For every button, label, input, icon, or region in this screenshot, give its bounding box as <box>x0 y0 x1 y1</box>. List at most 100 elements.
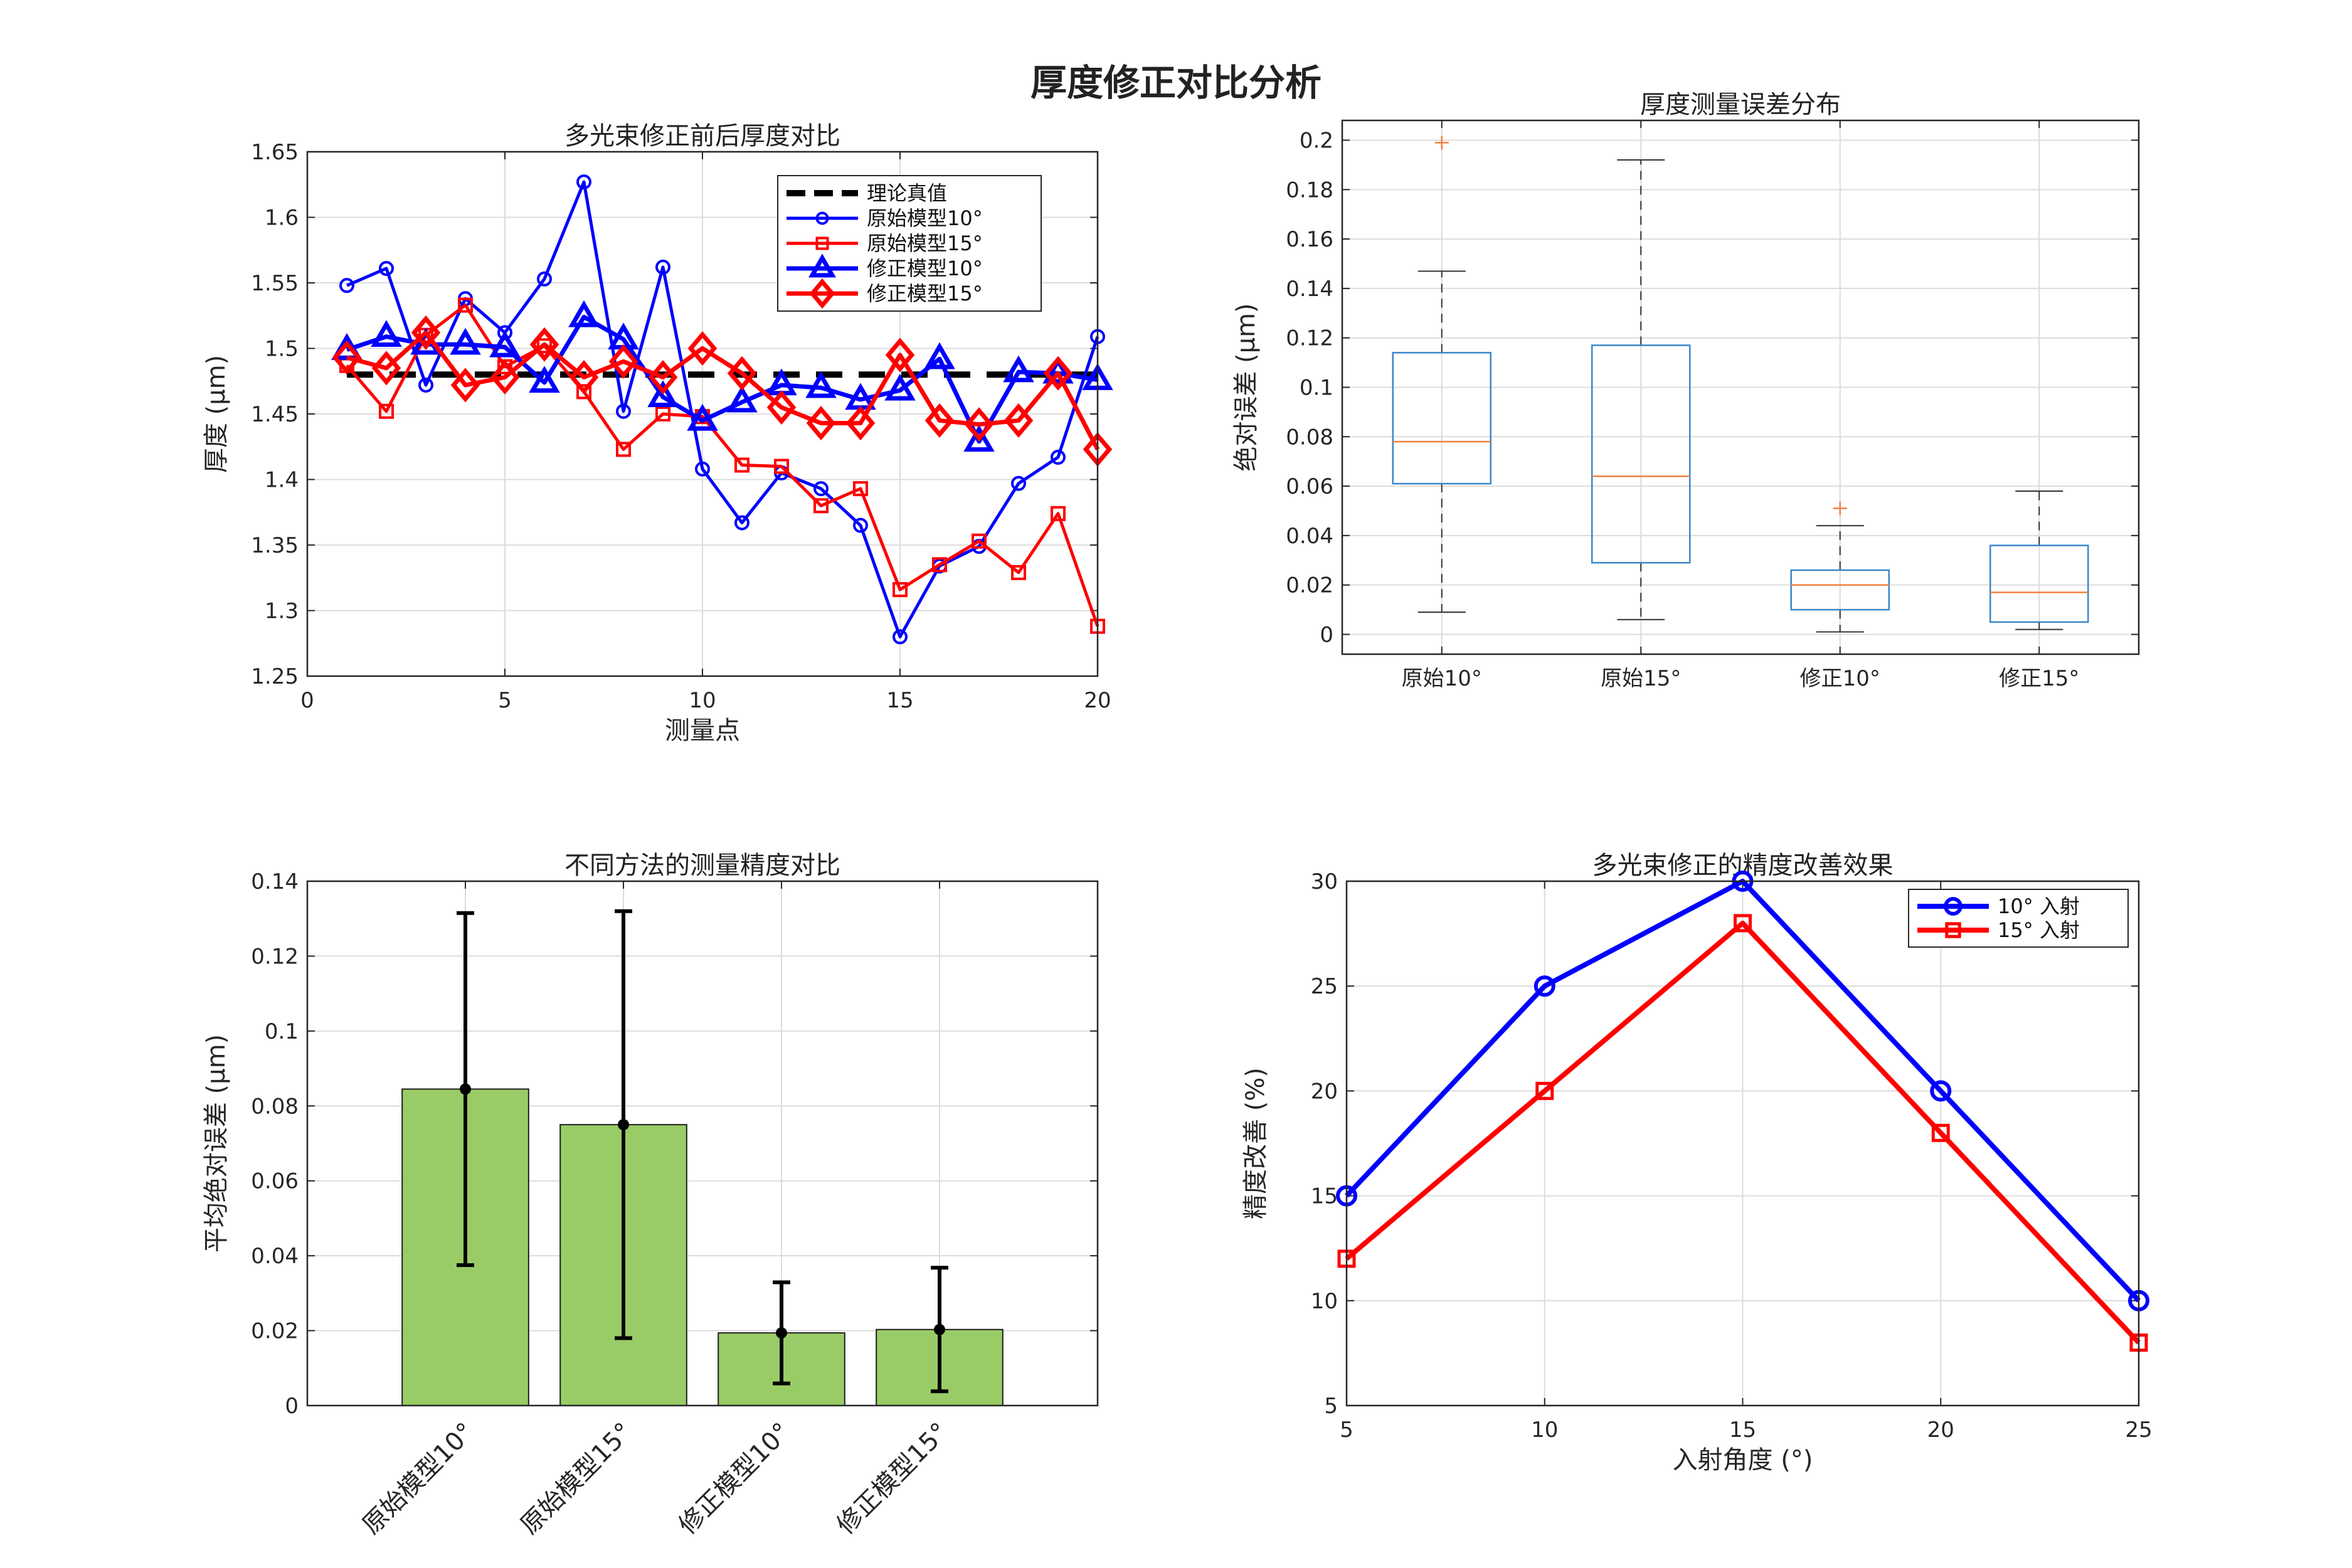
x-tick-label: 25 <box>2125 1417 2152 1443</box>
data-point <box>608 344 638 379</box>
y-tick-label: 10 <box>1311 1289 1338 1314</box>
data-point <box>616 442 631 457</box>
data-point <box>963 425 995 452</box>
y-tick-label: 0.16 <box>1286 227 1333 252</box>
data-point <box>332 340 362 375</box>
y-tick-label: 0.06 <box>1286 474 1333 499</box>
data-point <box>411 315 441 350</box>
y-tick-label: 1.45 <box>251 402 299 427</box>
legend-label: 15° 入射 <box>1998 918 2080 942</box>
data-point <box>885 337 915 373</box>
x-tick-label: 修正10° <box>1800 666 1880 691</box>
series-5 <box>332 315 1113 467</box>
data-point <box>853 517 868 533</box>
y-tick-label: 0.12 <box>251 944 299 969</box>
data-point <box>569 359 599 395</box>
x-tick-label: 20 <box>1927 1417 1954 1443</box>
y-tick-label: 1.4 <box>265 468 299 493</box>
x-tick-label: 原始15° <box>1601 666 1681 691</box>
box-4 <box>1989 490 2089 630</box>
chart-title: 多光束修正的精度改善效果 <box>1592 851 1894 880</box>
data-point <box>687 403 718 431</box>
data-point <box>695 461 710 477</box>
data-point <box>450 368 480 403</box>
data-point <box>576 174 591 190</box>
legend-label: 原始模型15° <box>867 231 983 255</box>
axes-frame <box>306 151 1099 677</box>
y-tick-label: 0.2 <box>1300 129 1333 154</box>
mean-point <box>776 1327 787 1339</box>
data-point <box>450 327 481 355</box>
y-tick-label: 0.1 <box>265 1019 299 1044</box>
y-tick-label: 1.55 <box>251 271 299 296</box>
axes-frame <box>1341 119 2140 655</box>
x-axis-label: 入射角度 (°) <box>1673 1446 1813 1475</box>
x-tick-label: 15 <box>1729 1417 1756 1443</box>
legend-marker <box>815 211 829 225</box>
chart-title: 不同方法的测量精度对比 <box>564 851 840 880</box>
x-tick-label: 5 <box>1340 1417 1353 1443</box>
y-tick-label: 1.25 <box>251 664 299 689</box>
y-tick-label: 0.14 <box>1286 277 1333 302</box>
data-point <box>537 271 552 287</box>
box-3 <box>1790 501 1890 633</box>
y-tick-label: 0.12 <box>1286 326 1333 351</box>
outlier <box>1833 501 1847 516</box>
box-body <box>1790 569 1890 611</box>
thickness-comparison-chart: 1.25 1.3 1.35 1.4 1.45 1.5 1.55 1.6 1.65 0 5 10 15 20… <box>202 122 1113 745</box>
legend-label: 10° 入射 <box>1998 894 2080 918</box>
x-tick-label: 15 <box>886 688 913 713</box>
data-point <box>964 407 994 442</box>
data-point <box>893 582 908 598</box>
data-point <box>1734 914 1752 933</box>
mean-point <box>618 1119 629 1131</box>
x-tick-label: 原始10° <box>1402 666 1482 691</box>
y-tick-label: 5 <box>1324 1394 1338 1419</box>
data-point <box>805 371 837 398</box>
bar-4 <box>876 1266 1004 1407</box>
y-tick-label: 15 <box>1311 1184 1338 1209</box>
x-tick-label: 0 <box>300 688 314 713</box>
bar-2 <box>559 909 687 1406</box>
x-tick-label: 20 <box>1084 688 1111 713</box>
y-tick-label: 20 <box>1311 1079 1338 1104</box>
data-point <box>1003 355 1034 383</box>
data-point <box>647 380 679 408</box>
figure-title: 厚度修正对比分析 <box>1030 61 1322 104</box>
data-point <box>1042 356 1074 384</box>
y-tick-label: 1.65 <box>251 140 299 165</box>
data-point <box>893 629 908 645</box>
box-body <box>1989 544 2089 623</box>
box-body <box>1591 344 1691 564</box>
y-tick-label: 0.08 <box>1286 425 1333 450</box>
data-point <box>884 373 916 401</box>
axes-frame <box>1345 880 2140 1407</box>
chart-title: 多光束修正前后厚度对比 <box>564 122 840 151</box>
legend-marker <box>808 253 836 278</box>
legend-marker <box>809 278 835 309</box>
x-tick-label: 10 <box>1531 1417 1558 1443</box>
y-axis-label: 平均绝对误差 (μm) <box>202 1034 231 1253</box>
outlier <box>1434 135 1449 150</box>
y-axis-label: 厚度 (μm) <box>202 355 231 473</box>
data-point <box>1930 1080 1952 1102</box>
mean-point <box>934 1323 945 1335</box>
x-tick-label: 10 <box>689 688 716 713</box>
box-2 <box>1591 159 1691 620</box>
data-point <box>687 331 718 366</box>
y-tick-label: 1.6 <box>265 206 299 231</box>
data-point <box>529 327 559 362</box>
data-point <box>648 359 678 395</box>
chart-title: 厚度测量误差分布 <box>1640 90 1841 119</box>
box-body <box>1392 352 1491 485</box>
bar-1 <box>401 911 529 1407</box>
y-tick-label: 0 <box>1320 622 1333 647</box>
data-point <box>924 403 955 438</box>
y-axis-label: 绝对误差 (μm) <box>1232 303 1261 471</box>
data-point <box>845 406 876 441</box>
data-point <box>813 498 829 514</box>
